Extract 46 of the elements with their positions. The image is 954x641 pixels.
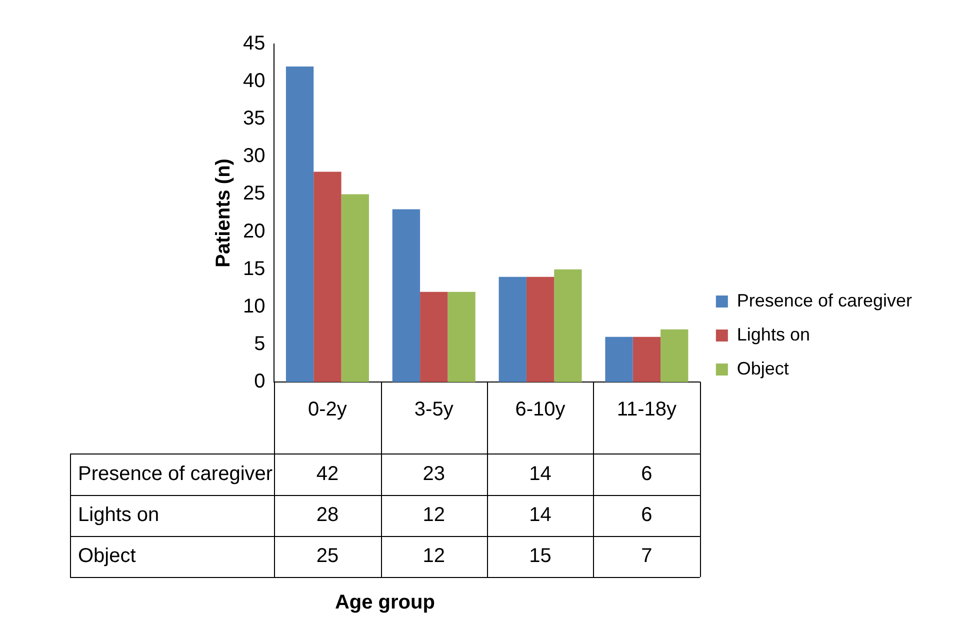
y-tick-label: 20 (242, 220, 266, 242)
bar (341, 194, 369, 382)
x-tick-label: 6-10y (515, 398, 566, 421)
y-tick-label: 5 (254, 332, 266, 355)
bar (660, 329, 688, 382)
y-tick-label: 40 (242, 70, 266, 92)
text: Presence of caregiver (78, 463, 273, 486)
y-tick-label: 0 (254, 370, 266, 393)
text: Object (78, 545, 136, 568)
data-label: 14 (529, 463, 552, 486)
data-label: 28 (316, 504, 339, 526)
bar (554, 269, 582, 382)
legend-label: Presence of caregiver (736, 290, 912, 310)
bar (392, 209, 420, 382)
bar (314, 172, 342, 382)
data-label: 25 (316, 545, 339, 568)
bar (448, 292, 476, 382)
y-tick-label: 10 (242, 295, 266, 318)
data-label: 7 (641, 545, 652, 568)
bar (498, 276, 526, 382)
text: Age group (334, 592, 435, 614)
bar (286, 66, 314, 382)
y-tick-label: 25 (242, 182, 266, 205)
x-tick-label: 0-2y (308, 398, 347, 421)
legend-label: Lights on (736, 324, 810, 344)
data-label: 12 (422, 504, 445, 526)
x-tick-label: 11-18y (616, 398, 677, 421)
y-tick-label: 30 (242, 145, 266, 168)
bar (632, 336, 661, 382)
x-tick-label: 3-5y (414, 398, 454, 421)
bar (605, 336, 633, 382)
text: Lights on (78, 504, 160, 526)
data-label: 23 (422, 463, 445, 486)
y-tick-label: 35 (242, 108, 266, 130)
data-label: 42 (316, 463, 339, 486)
legend-label: Object (736, 358, 789, 378)
bar (420, 292, 448, 382)
bar (526, 276, 554, 382)
data-label: 6 (641, 504, 652, 526)
data-label: 6 (641, 463, 652, 486)
y-tick-label: 15 (242, 258, 266, 280)
data-label: 14 (529, 504, 552, 526)
data-label: 15 (529, 545, 552, 568)
data-label: 12 (422, 545, 445, 568)
y-tick-label: 45 (242, 32, 266, 55)
y-axis-title: Patients (n) (212, 158, 235, 268)
